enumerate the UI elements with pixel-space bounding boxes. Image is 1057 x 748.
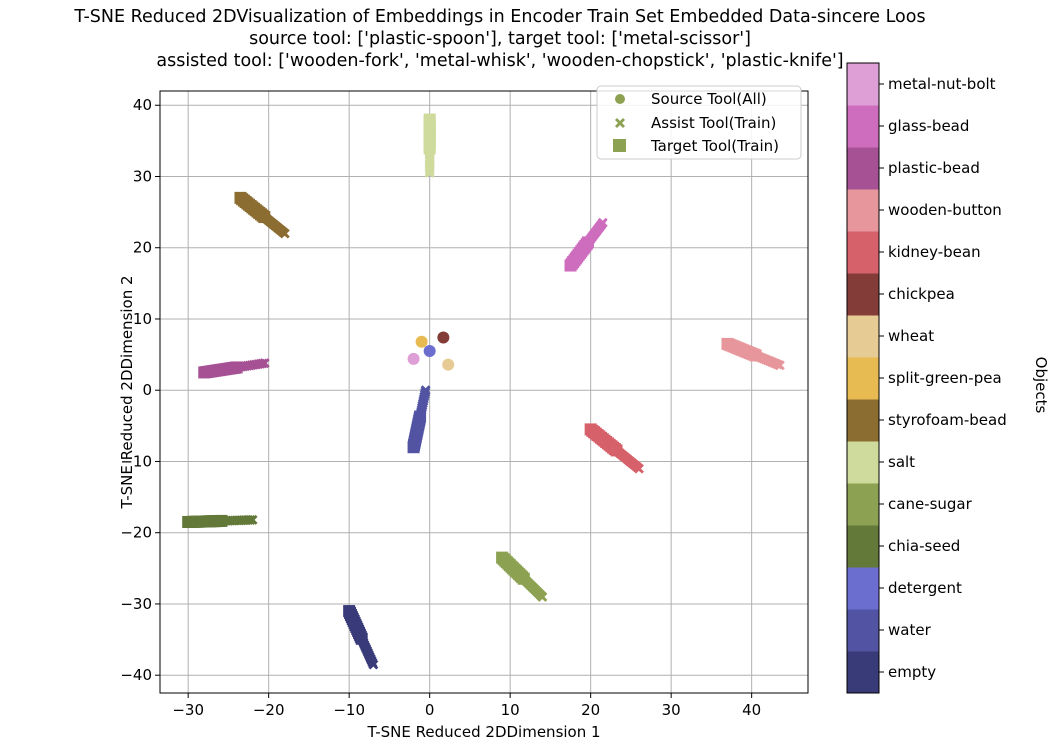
plot-frame bbox=[159, 90, 809, 694]
assist-point bbox=[424, 167, 435, 178]
y-axis-label: T-SNE Reduced 2DDimension 2 bbox=[118, 275, 136, 509]
assist-point bbox=[774, 360, 785, 371]
colorbar-swatch-chickpea bbox=[847, 273, 879, 316]
legend: Source Tool(All) Assist Tool(Train) Targ… bbox=[596, 85, 802, 160]
colorbar-swatch-plastic-bead bbox=[847, 147, 879, 190]
y-tick-label: 30 bbox=[133, 167, 152, 185]
colorbar-label-glass-bead: glass-bead bbox=[888, 117, 969, 135]
assist-point bbox=[259, 358, 270, 369]
y-axis-ticks: −40 −30 −20 −10 0 10 20 30 40 bbox=[120, 96, 160, 684]
legend-x-marker bbox=[615, 118, 625, 128]
colorbar-swatch-chia-seed bbox=[847, 525, 879, 568]
colorbar-label-cane-sugar: cane-sugar bbox=[888, 495, 973, 513]
y-tick-label: 20 bbox=[133, 239, 152, 257]
colorbar-swatch-split-green-pea bbox=[847, 357, 879, 400]
colorbar-label-wheat: wheat bbox=[888, 327, 934, 345]
colorbar-swatch-detergent bbox=[847, 567, 879, 610]
cluster-empty bbox=[343, 605, 379, 670]
y-tick-label: −40 bbox=[120, 666, 152, 684]
colorbar-label-kidney-bean: kidney-bean bbox=[888, 243, 981, 261]
legend-square-marker bbox=[613, 139, 626, 152]
legend-target-label: Target Tool(Train) bbox=[650, 137, 779, 155]
x-axis-label: T-SNE Reduced 2DDimension 1 bbox=[366, 723, 600, 741]
colorbar-label-salt: salt bbox=[888, 453, 915, 471]
x-tick-label: 20 bbox=[581, 701, 600, 719]
colorbar: empty water detergent chia-seed cane-sugar sa… bbox=[846, 62, 1007, 694]
x-tick-label: −20 bbox=[253, 701, 285, 719]
y-tick-label: −10 bbox=[120, 452, 152, 470]
colorbar-label-metal-nut-bolt: metal-nut-bolt bbox=[888, 75, 996, 93]
colorbar-swatch-salt bbox=[847, 441, 879, 484]
legend-assist-label: Assist Tool(Train) bbox=[651, 114, 776, 132]
source-point-split-green-pea bbox=[415, 335, 428, 348]
assist-point bbox=[279, 228, 290, 239]
colorbar-frame bbox=[846, 62, 880, 694]
legend-circle-marker bbox=[615, 94, 625, 104]
colorbar-label-water: water bbox=[888, 621, 932, 639]
cluster-kidney-bean bbox=[584, 423, 644, 474]
colorbar-swatch-wheat bbox=[847, 315, 879, 358]
x-tick-label: −10 bbox=[333, 701, 365, 719]
assist-point bbox=[633, 463, 644, 474]
y-tick-label: 10 bbox=[133, 310, 152, 328]
colorbar-swatch-styrofoam-bead bbox=[847, 399, 879, 442]
cluster-cane-sugar bbox=[496, 551, 548, 602]
cluster-chia-seed bbox=[182, 514, 258, 529]
y-tick-label: 40 bbox=[133, 96, 152, 114]
colorbar-label-split-green-pea: split-green-pea bbox=[888, 369, 1002, 387]
legend-source-label: Source Tool(All) bbox=[651, 90, 767, 108]
y-tick-label: −20 bbox=[120, 524, 152, 542]
colorbar-label-styrofoam-bead: styrofoam-bead bbox=[888, 411, 1007, 429]
clusters bbox=[182, 113, 785, 670]
x-tick-label: 30 bbox=[662, 701, 681, 719]
source-point-detergent bbox=[423, 345, 436, 358]
legend-box bbox=[596, 85, 802, 160]
cluster-salt bbox=[423, 113, 436, 178]
x-tick-label: 10 bbox=[501, 701, 520, 719]
x-axis-ticks: −30 −20 −10 0 10 20 30 40 bbox=[172, 693, 761, 719]
colorbar-label-wooden-button: wooden-button bbox=[888, 201, 1002, 219]
title-line-1: T-SNE Reduced 2DVisualization of Embeddi… bbox=[74, 7, 926, 27]
source-point-wheat bbox=[442, 358, 455, 371]
colorbar-label-chia-seed: chia-seed bbox=[888, 537, 960, 555]
x-tick-label: 0 bbox=[425, 701, 435, 719]
colorbar-swatch-kidney-bean bbox=[847, 231, 879, 274]
cluster-water bbox=[407, 385, 431, 454]
title-line-3: assisted tool: ['wooden-fork', 'metal-wh… bbox=[156, 51, 844, 71]
source-points bbox=[407, 331, 455, 371]
colorbar-label: Objects bbox=[1032, 357, 1050, 414]
source-point-metal-nut-bolt bbox=[407, 352, 420, 365]
cluster-glass-bead bbox=[564, 217, 608, 272]
cluster-styrofoam-bead bbox=[234, 191, 290, 239]
assist-point bbox=[245, 514, 256, 525]
title-line-2: source tool: ['plastic-spoon'], target t… bbox=[249, 29, 751, 49]
y-tick-label: 0 bbox=[142, 381, 152, 399]
colorbar-label-plastic-bead: plastic-bead bbox=[888, 159, 980, 177]
colorbar-label-chickpea: chickpea bbox=[888, 285, 955, 303]
colorbar-swatch-empty bbox=[847, 651, 879, 694]
colorbar-swatch-glass-bead bbox=[847, 105, 879, 148]
assist-point bbox=[597, 217, 608, 228]
colorbar-swatch-metal-nut-bolt bbox=[847, 63, 879, 106]
chart-title: T-SNE Reduced 2DVisualization of Embeddi… bbox=[0, 6, 1000, 72]
colorbar-swatch-water bbox=[847, 609, 879, 652]
colorbar-swatch-wooden-button bbox=[847, 189, 879, 232]
grid-lines bbox=[160, 91, 808, 693]
y-tick-label: −30 bbox=[120, 595, 152, 613]
assist-point bbox=[420, 385, 431, 396]
assist-point bbox=[424, 165, 435, 176]
colorbar-label-empty: empty bbox=[888, 663, 936, 681]
assist-point bbox=[247, 514, 258, 525]
source-point-chickpea bbox=[437, 331, 450, 344]
colorbar-swatch-cane-sugar bbox=[847, 483, 879, 526]
colorbar-label-detergent: detergent bbox=[888, 579, 962, 597]
assist-point bbox=[368, 659, 379, 670]
x-tick-label: −30 bbox=[172, 701, 204, 719]
assist-point bbox=[537, 591, 548, 602]
cluster-wooden-button bbox=[721, 337, 785, 371]
cluster-plastic-bead bbox=[198, 358, 270, 379]
x-tick-label: 40 bbox=[742, 701, 761, 719]
